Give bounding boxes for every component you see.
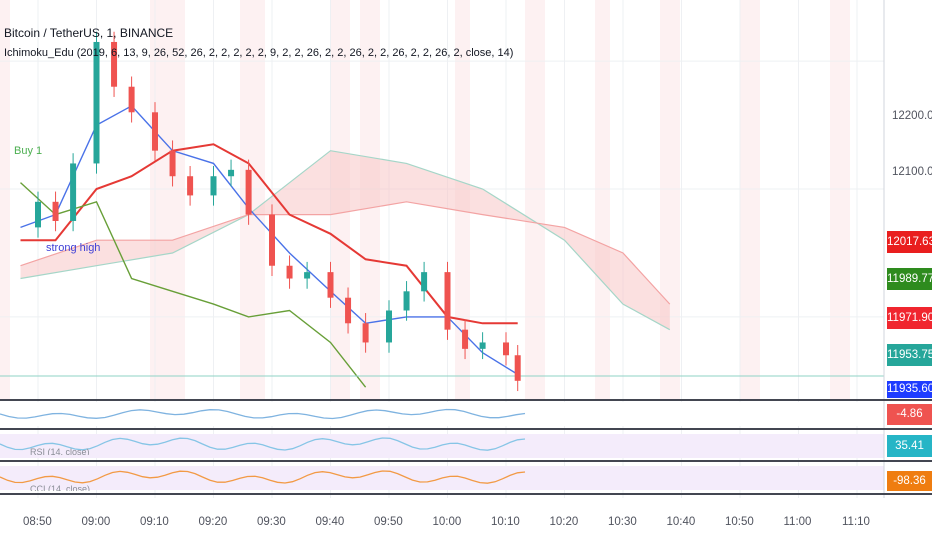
- cci-value-tag: -98.36: [887, 471, 932, 491]
- candle-body-9: [187, 176, 194, 196]
- cci-panel-label: CCI (14, close): [30, 484, 91, 491]
- candle-body-2: [52, 201, 59, 221]
- price-tag-chikou: 11989.77: [887, 268, 932, 290]
- time-tick-5: 09:40: [315, 516, 345, 528]
- time-tick-12: 10:50: [725, 516, 754, 528]
- candle-body-19: [386, 310, 392, 343]
- rsi-panel-bg: [0, 434, 884, 458]
- senkou-b-line: [20, 201, 671, 305]
- rsi-panel-label: RSI (14, close): [30, 447, 90, 455]
- time-tick-2: 09:10: [140, 516, 169, 528]
- sub-panels: [0, 402, 884, 490]
- candle-body-23: [462, 329, 469, 349]
- candle-body-21: [421, 272, 428, 292]
- indicator-title: Ichimoku_Edu (2019, 6, 13, 9, 26, 52, 26…: [4, 47, 514, 59]
- candle-body-6: [128, 86, 135, 113]
- bg-band-1: [150, 0, 185, 400]
- bg-band-2: [240, 0, 265, 400]
- time-tick-3: 09:20: [198, 516, 228, 528]
- bg-band-7: [595, 0, 610, 400]
- candle-body-18: [362, 323, 369, 343]
- macd-value-tag: -4.86: [887, 404, 932, 425]
- candle-body-4: [93, 41, 100, 164]
- candle-body-15: [304, 272, 311, 279]
- candle-body-17: [345, 297, 352, 324]
- candle-body-12: [245, 169, 252, 215]
- price-tag-tenkan: 11971.90: [887, 307, 932, 329]
- candle-body-3: [70, 163, 77, 221]
- cci-line: [0, 470, 526, 484]
- price-tag-last: 11953.75: [887, 344, 932, 366]
- candle-body-8: [169, 150, 176, 177]
- bg-band-8: [660, 0, 680, 400]
- time-tick-7: 10:00: [432, 516, 462, 528]
- background-bands: [0, 0, 850, 400]
- candle-body-24: [479, 342, 486, 349]
- senkou-a-line: [20, 150, 671, 331]
- bg-band-0: [0, 0, 10, 400]
- time-tick-13: 11:00: [783, 516, 812, 528]
- candle-body-10: [210, 176, 217, 196]
- candle-body-25: [503, 342, 509, 356]
- time-tick-0: 08:50: [23, 516, 52, 528]
- candle-body-14: [286, 265, 293, 279]
- kumo-cloud: [20, 150, 671, 331]
- candle-body-5: [111, 41, 118, 87]
- axes: [0, 0, 932, 498]
- price-tick-12200: 12200.00: [892, 110, 932, 122]
- price-tag-kijun: 12017.63: [887, 231, 932, 253]
- time-tick-9: 10:20: [549, 516, 579, 528]
- time-tick-8: 10:10: [491, 516, 520, 528]
- time-tick-10: 10:30: [608, 516, 637, 528]
- time-tick-4: 09:30: [257, 516, 286, 528]
- rsi-line: [0, 437, 526, 451]
- time-tick-11: 10:40: [666, 516, 696, 528]
- macd-line: [0, 408, 526, 420]
- candle-body-20: [403, 291, 410, 311]
- rsi-value-tag: 35.41: [887, 435, 932, 457]
- time-tick-6: 09:50: [374, 516, 403, 528]
- time-tick-1: 09:00: [81, 516, 111, 528]
- candle-body-1: [35, 201, 41, 228]
- price-tick-12100: 12100.00: [892, 166, 932, 178]
- buy-signal-label: Buy 1: [14, 145, 43, 157]
- candle-body-11: [228, 169, 235, 177]
- bg-band-9: [740, 0, 760, 400]
- price-tag-senkou: 11935.60: [887, 381, 932, 398]
- strong-high-label: strong high: [46, 242, 101, 254]
- candle-body-22: [444, 272, 451, 330]
- bg-band-10: [830, 0, 850, 400]
- candle-body-26: [514, 355, 521, 381]
- candles: [35, 31, 521, 392]
- bg-band-6: [525, 0, 545, 400]
- line-kijun: [20, 143, 518, 325]
- time-tick-14: 11:10: [842, 516, 870, 528]
- candle-body-7: [152, 112, 158, 151]
- symbol-title: Bitcoin / TetherUS, 1, BINANCE: [4, 26, 174, 40]
- candle-body-13: [269, 214, 275, 266]
- candle-body-16: [327, 272, 334, 298]
- macd-panel-bg: [0, 402, 884, 426]
